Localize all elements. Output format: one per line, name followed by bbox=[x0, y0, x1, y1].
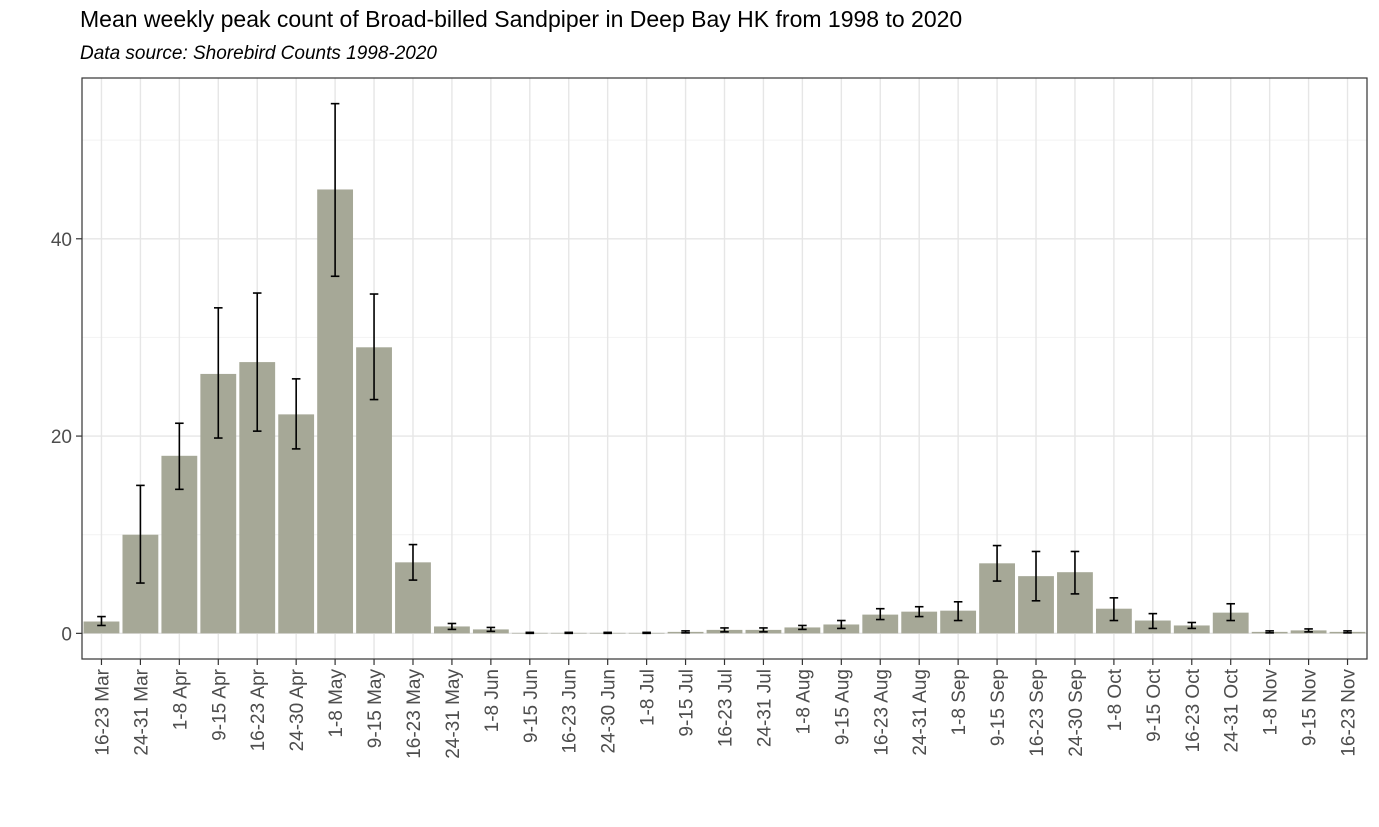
x-tick-label: 1-8 Jul bbox=[638, 669, 659, 726]
x-tick-label: 16-23 Aug bbox=[871, 669, 892, 756]
bar bbox=[940, 610, 977, 634]
x-tick-label: 9-15 Sep bbox=[988, 669, 1009, 746]
x-tick-label: 16-23 Jul bbox=[716, 669, 737, 747]
x-tick-label: 16-23 Apr bbox=[248, 668, 269, 751]
x-tick-label: 1-8 Sep bbox=[949, 669, 970, 736]
bar bbox=[862, 614, 899, 634]
x-tick-label: 24-31 Oct bbox=[1222, 668, 1243, 752]
x-tick-label: 24-31 Jul bbox=[754, 669, 775, 747]
bar bbox=[83, 621, 120, 634]
x-tick-label: 9-15 May bbox=[365, 669, 386, 749]
x-tick-label: 24-31 May bbox=[443, 669, 464, 759]
bar bbox=[901, 611, 938, 634]
x-tick-label: 16-23 Oct bbox=[1183, 668, 1204, 752]
bar bbox=[278, 414, 315, 634]
x-tick-label: 9-15 Jul bbox=[677, 669, 698, 737]
x-tick-label: 1-8 Aug bbox=[793, 669, 814, 735]
x-tick-label: 16-23 Sep bbox=[1027, 669, 1048, 757]
x-tick-label: 1-8 Oct bbox=[1105, 668, 1126, 731]
x-tick-label: 24-31 Aug bbox=[910, 669, 931, 756]
bar bbox=[1173, 625, 1210, 634]
x-tick-label: 1-8 Nov bbox=[1261, 669, 1282, 736]
x-tick-label: 1-8 Apr bbox=[170, 668, 191, 730]
x-tick-label: 16-23 Mar bbox=[92, 668, 113, 755]
x-tick-label: 9-15 Jun bbox=[521, 669, 542, 743]
x-tick-label: 16-23 Jun bbox=[560, 669, 581, 754]
x-axis: 16-23 Mar 24-31 Mar 1-8 Apr 9-15 Apr 16-23 A… bbox=[92, 659, 1360, 759]
y-tick-label: 40 bbox=[51, 230, 72, 251]
y-tick-label: 0 bbox=[61, 624, 72, 645]
bar bbox=[1212, 612, 1249, 634]
x-tick-label: 16-23 May bbox=[404, 669, 425, 759]
x-tick-label: 24-31 Mar bbox=[131, 668, 152, 755]
chart-title: Mean weekly peak count of Broad-billed S… bbox=[80, 6, 963, 32]
bar bbox=[784, 627, 821, 634]
x-tick-label: 24-30 Apr bbox=[287, 668, 308, 751]
x-tick-label: 24-30 Sep bbox=[1066, 669, 1087, 757]
y-axis: 0 20 40 bbox=[51, 230, 82, 645]
chart-subtitle: Data source: Shorebird Counts 1998-2020 bbox=[80, 43, 438, 64]
y-tick-label: 20 bbox=[51, 427, 72, 448]
x-tick-label: 24-30 Jun bbox=[599, 669, 620, 754]
x-tick-label: 1-8 Jun bbox=[482, 669, 503, 732]
x-tick-label: 9-15 Aug bbox=[832, 669, 853, 745]
x-tick-label: 16-23 Nov bbox=[1339, 669, 1360, 757]
x-tick-label: 9-15 Oct bbox=[1144, 668, 1165, 742]
x-tick-label: 9-15 Nov bbox=[1300, 669, 1321, 747]
x-tick-label: 9-15 Apr bbox=[209, 668, 230, 740]
x-tick-label: 1-8 May bbox=[326, 669, 347, 738]
error-bar-layer bbox=[97, 102, 1352, 635]
